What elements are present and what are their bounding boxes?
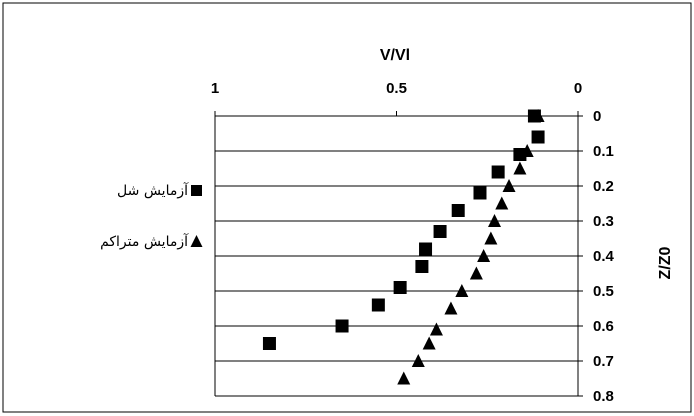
triangle-point-9 bbox=[455, 284, 469, 297]
x-tick-label-1: 0.5 bbox=[386, 80, 407, 97]
square-point-6 bbox=[433, 225, 447, 238]
y-tick-label-0: 0 bbox=[593, 108, 601, 125]
triangle-point-11 bbox=[429, 322, 443, 336]
y-tick-label-8: 0.8 bbox=[593, 388, 614, 405]
square-point-8 bbox=[415, 260, 429, 273]
y-tick-label-1: 0.1 bbox=[593, 143, 614, 160]
legend: آزمایش شل آزمایش متراکم bbox=[100, 182, 203, 250]
square-point-1 bbox=[531, 130, 545, 144]
x-tick-label-2: 0 bbox=[574, 80, 582, 97]
triangle-point-0 bbox=[531, 109, 545, 122]
legend-triangle-marker bbox=[190, 235, 203, 247]
triangle-point-8 bbox=[469, 266, 483, 280]
triangle-point-7 bbox=[477, 249, 491, 262]
x-tick-label-0: 1 bbox=[211, 80, 219, 97]
y-tick-label-7: 0.7 bbox=[593, 353, 614, 370]
square-point-7 bbox=[419, 242, 433, 256]
y-tick-label-5: 0.5 bbox=[593, 283, 614, 300]
square-point-11 bbox=[335, 319, 349, 333]
y-axis-title: Z/Z0 bbox=[657, 246, 674, 279]
triangle-point-6 bbox=[484, 231, 498, 245]
triangle-point-12 bbox=[422, 336, 436, 350]
triangle-point-2 bbox=[513, 161, 527, 175]
data-points bbox=[262, 109, 545, 385]
square-point-3 bbox=[491, 165, 505, 179]
square-point-10 bbox=[371, 298, 385, 312]
y-tick-label-6: 0.6 bbox=[593, 318, 614, 335]
y-tick-labels: 0 0.1 0.2 0.3 0.4 0.5 0.6 0.7 0.8 bbox=[593, 108, 615, 405]
x-axis-title: V/Vl bbox=[380, 47, 410, 64]
y-tick-label-3: 0.3 bbox=[593, 213, 614, 230]
legend-square-marker bbox=[191, 185, 202, 196]
x-tick-labels: 1 0.5 0 bbox=[211, 80, 582, 97]
triangle-point-5 bbox=[488, 214, 502, 227]
triangle-point-10 bbox=[444, 301, 458, 315]
triangle-point-13 bbox=[411, 354, 425, 367]
legend-label-dense: آزمایش متراکم bbox=[100, 233, 189, 250]
square-point-4 bbox=[473, 186, 487, 200]
square-point-12 bbox=[262, 337, 276, 350]
axes bbox=[214, 111, 583, 397]
square-point-9 bbox=[393, 281, 407, 294]
square-point-5 bbox=[451, 204, 465, 217]
triangle-point-1 bbox=[520, 144, 534, 157]
square-point-2 bbox=[513, 148, 527, 161]
triangle-point-3 bbox=[502, 179, 516, 192]
triangle-point-14 bbox=[397, 371, 411, 385]
y-tick-label-2: 0.2 bbox=[593, 178, 614, 195]
legend-label-loose: آزمایش شل bbox=[117, 182, 189, 199]
y-tick-label-4: 0.4 bbox=[593, 248, 615, 265]
triangle-point-4 bbox=[495, 196, 509, 210]
